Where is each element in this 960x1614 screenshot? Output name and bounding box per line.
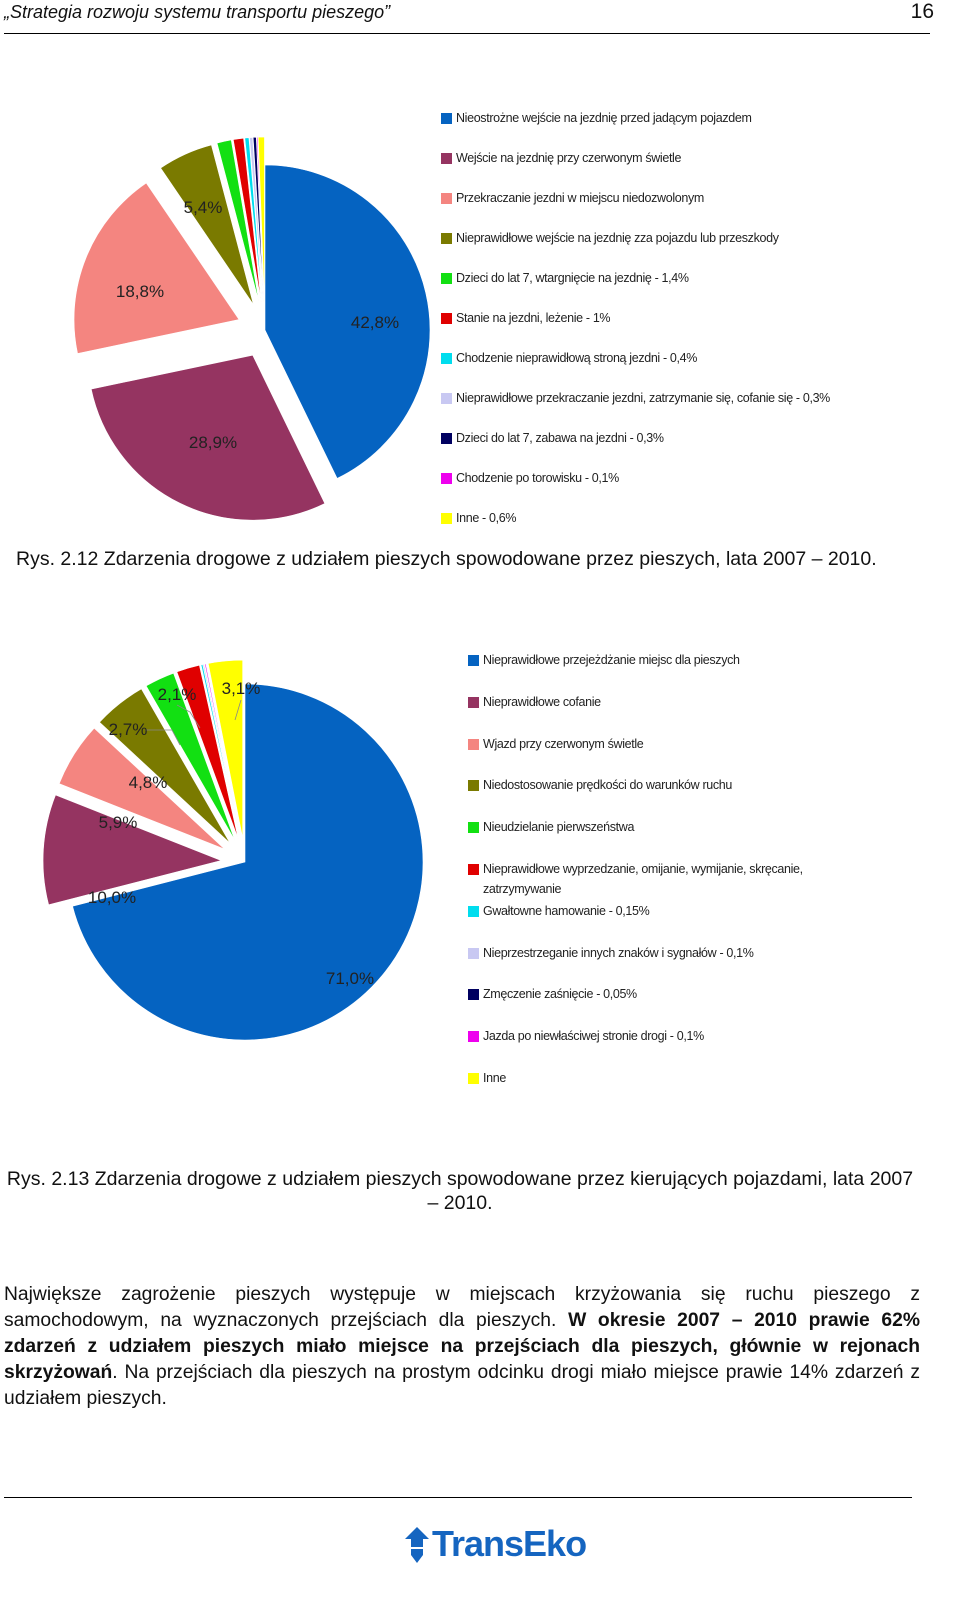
legend-label: Nieudzielanie pierwszeństwa — [483, 820, 635, 835]
legend-swatch — [441, 473, 452, 484]
legend-label: Nieprawidłowe przekraczanie jezdni, zatr… — [456, 391, 830, 405]
pie-slice-nieudzielanie-pierwszenstwa — [145, 672, 236, 841]
legend-label: Niedostosowanie prędkości do warunków ru… — [483, 778, 732, 793]
legend-label: Przekraczanie jezdni w miejscu niedozwol… — [456, 191, 704, 205]
pie-chart-pedestrian-caused: 42,8% 28,9% 18,8% 5,4% — [73, 136, 431, 521]
header-divider — [4, 33, 930, 34]
legend-swatch — [441, 393, 452, 404]
paragraph-text-1: Największe zagrożenie pieszych występuje… — [4, 1284, 920, 1332]
pie-slice-niedostosowanie-predkosci-do-warunkow-ru — [99, 688, 231, 844]
pie-slice-stanie-na-jezdni-lezenie-1 — [232, 137, 262, 303]
legend-swatch — [468, 738, 479, 750]
legend-swatch — [468, 780, 479, 792]
legend-label: Inne — [483, 1071, 506, 1085]
legend-pedestrian-caused: Nieostrożne wejście na jezdnię przed jad… — [441, 108, 911, 528]
legend-swatch — [468, 1073, 479, 1084]
data-label-nieprawidlowe-przejezdzanie-miejsc-dla-p: 71,0% — [326, 969, 374, 988]
page-number: 16 — [910, 0, 934, 23]
pie-slice-nieprawidlowe-wyprzedzanie-omijanie-wymi — [176, 664, 239, 840]
legend-label: Nieostrożne wejście na jezdnię przed jad… — [456, 111, 752, 125]
legend-label: Inne - 0,6% — [456, 511, 517, 525]
legend-label: Dzieci do lat 7, zabawa na jezdni - 0,3% — [456, 431, 664, 445]
legend-swatch — [468, 864, 479, 875]
pie-slice-przekraczanie-jezdni-w-miejscu-niedozwol — [73, 182, 240, 354]
data-label-inne: 3,1% — [222, 679, 261, 698]
legend-swatch — [441, 233, 452, 244]
data-label-wjazd-przy-czerwonym-swietle: 5,9% — [99, 813, 138, 832]
legend-label: Chodzenie nieprawidłową stroną jezdni - … — [456, 351, 697, 365]
pie-slice-dzieci-do-lat-7-zabawa-na-jezdni-0-3 — [252, 136, 264, 303]
legend-label: Dzieci do lat 7, wtargnięcie na jezdnię … — [456, 271, 689, 285]
data-label-nieprawidlowe-wyprzedzanie-omijanie-wymi: 2,1% — [158, 685, 197, 704]
legend-label: Wejście na jezdnię przy czerwonym świetl… — [456, 151, 682, 165]
legend-swatch — [441, 433, 452, 444]
leader-line-nieprawidlowe-wyprzedzanie-omijanie-wymi — [176, 704, 201, 729]
legend-label: Nieprawidłowe przejeżdżanie miejsc dla p… — [483, 653, 740, 667]
pie-slice-wjazd-przy-czerwonym-swietle — [58, 727, 225, 850]
legend-label: Chodzenie po torowisku - 0,1% — [456, 471, 619, 485]
pie-slice-jazda-po-niewlasciwej-stronie-drogi-0-1 — [204, 663, 241, 839]
legend-swatch — [468, 905, 479, 917]
legend-swatch — [468, 696, 479, 708]
footer-divider — [4, 1497, 912, 1498]
pie-slice-dzieci-do-lat-7-wtargniecie-na-jezdnie-1 — [216, 139, 260, 303]
legend-swatch — [468, 655, 479, 666]
legend-label: Jazda po niewłaściwej stronie drogi - 0,… — [483, 1029, 704, 1044]
legend-label: Zmęczenie zaśnięcie - 0,05% — [483, 987, 637, 1002]
legend-driver-caused: Nieprawidłowe przejeżdżanie miejsc dla p… — [468, 650, 938, 1090]
legend-swatch — [441, 273, 452, 284]
data-label-nieprawidlowe-cofanie: 10,0% — [88, 888, 136, 907]
pie-slice-inne-0-6 — [257, 136, 265, 303]
pie-chart-driver-caused: 71,0% 10,0% 5,9% 4,8% 2,7% 2,1% 3,1% — [42, 659, 424, 1041]
legend-label: Stanie na jezdni, leżenie - 1% — [456, 311, 611, 325]
legend-label: Nieprawidłowe cofanie — [483, 694, 601, 709]
logo-mark-icon — [405, 1527, 429, 1563]
pie-slice-chodzenie-nieprawidlowa-strona-jezdni-0- — [244, 137, 263, 303]
leader-line-inne — [234, 699, 242, 721]
data-label-przekraczanie-jezdni-w-miejscu-niedozwol: 18,8% — [116, 282, 164, 301]
legend-label: Nieprawidłowe wyprzedzanie, omijanie, wy… — [483, 862, 803, 896]
legend-swatch — [441, 513, 452, 524]
paragraph-text-2: . Na przejściach dla pieszych na prostym… — [4, 1362, 920, 1410]
legend-swatch — [468, 989, 479, 1001]
data-label-niedostosowanie-predkosci-do-warunkow-ru: 4,8% — [129, 773, 168, 792]
legend-swatch — [468, 822, 479, 834]
data-label-nieostrozne-wejscie-na-jezdnie-przed-jad: 42,8% — [351, 313, 399, 332]
pie-slice-inne — [207, 659, 243, 839]
data-label-nieudzielanie-pierwszenstwa: 2,7% — [109, 720, 148, 739]
paragraph-bold-text: W okresie 2007 – 2010 prawie 62% zdarzeń… — [4, 1310, 920, 1384]
legend-swatch — [441, 313, 452, 324]
data-label-wejscie-na-jezdnie-przy-czerwonym-swietl: 28,9% — [189, 433, 237, 452]
pie-slice-nieostrozne-wejscie-na-jezdnie-przed-jad — [264, 164, 431, 479]
pie-slice-chodzenie-po-torowisku-0-1 — [256, 136, 265, 303]
pie-slice-nieprawidlowe-przejezdzanie-miejsc-dla-p — [72, 683, 424, 1041]
figure-caption-2-13: Rys. 2.13 Zdarzenia drogowe z udziałem p… — [6, 1168, 914, 1214]
data-label-nieprawidlowe-wejscie-na-jezdnie-zza-poj: 5,4% — [184, 198, 223, 217]
legend-swatch — [441, 193, 452, 204]
legend-swatch — [441, 153, 452, 164]
pie-slice-wejscie-na-jezdnie-przy-czerwonym-swietl — [90, 354, 326, 521]
legend-label: Nieprzestrzeganie innych znaków i sygnał… — [483, 945, 754, 960]
legend-swatch — [468, 1031, 479, 1043]
legend-label: Nieprawidłowe wejście na jezdnię zza poj… — [456, 231, 779, 245]
pie-slice-nieprawidlowe-wejscie-na-jezdnie-zza-poj — [160, 144, 254, 305]
figure-caption-2-12: Rys. 2.12 Zdarzenia drogowe z udziałem p… — [16, 548, 877, 570]
pie-slice-nieprawidlowe-przekraczanie-jezdni-zatrz — [249, 137, 264, 303]
legend-label: Wjazd przy czerwonym świetle — [483, 736, 644, 751]
legend-swatch — [441, 353, 452, 364]
logo-text: TransEko — [432, 1523, 587, 1564]
legend-label: Gwałtowne hamowanie - 0,15% — [483, 903, 650, 918]
pie-slice-nieprawidlowe-cofanie — [42, 794, 223, 906]
leader-line-nieudzielanie-pierwszenstwa — [145, 729, 181, 746]
document-title: „Strategia rozwoju systemu transportu pi… — [4, 2, 391, 22]
legend-swatch — [468, 947, 479, 959]
legend-swatch — [441, 113, 452, 124]
transeko-logo: TransEko — [402, 1523, 602, 1567]
body-paragraph: Największe zagrożenie pieszych występuje… — [4, 1282, 920, 1412]
